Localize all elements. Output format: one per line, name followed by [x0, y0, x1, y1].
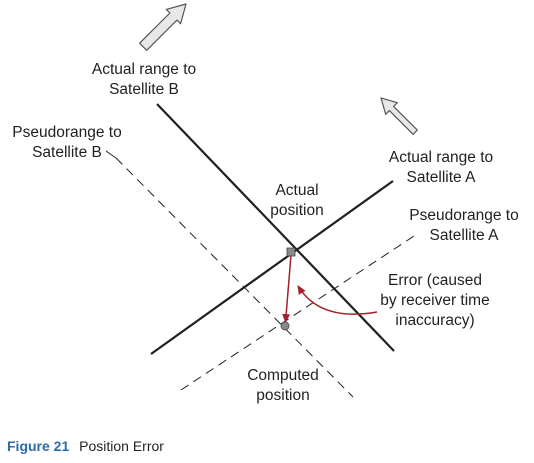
error-callout-arrow: [297, 285, 378, 315]
figure-number: Figure 21: [7, 438, 70, 454]
pseudorange-b-leader: [105, 150, 117, 159]
actual-range-a-line: [150, 180, 394, 355]
position-error-arrow: [282, 254, 292, 323]
satellite-a-direction-arrow: [380, 97, 418, 135]
computed-position-marker: [280, 321, 290, 331]
error-label: Error (caused by receiver time inaccurac…: [380, 272, 490, 329]
pseudorange-a-label: Pseudorange to Satellite A: [409, 207, 519, 244]
actual-range-a-label: Actual range to Satellite A: [388, 149, 494, 186]
actual-position-label: Actual position: [270, 182, 324, 219]
actual-range-b-label: Actual range to Satellite B: [91, 61, 197, 98]
computed-position-label: Computed position: [247, 367, 319, 404]
pseudorange-a-line: [180, 233, 418, 391]
actual-position-marker: [286, 247, 296, 257]
figure-title: Position Error: [79, 438, 164, 454]
pseudorange-b-line: [115, 157, 354, 398]
satellite-b-direction-arrow: [139, 3, 187, 51]
actual-range-b-line: [156, 103, 395, 352]
figure-caption: Figure 21 Position Error: [7, 438, 164, 454]
pseudorange-b-label: Pseudorange to Satellite B: [12, 124, 122, 161]
